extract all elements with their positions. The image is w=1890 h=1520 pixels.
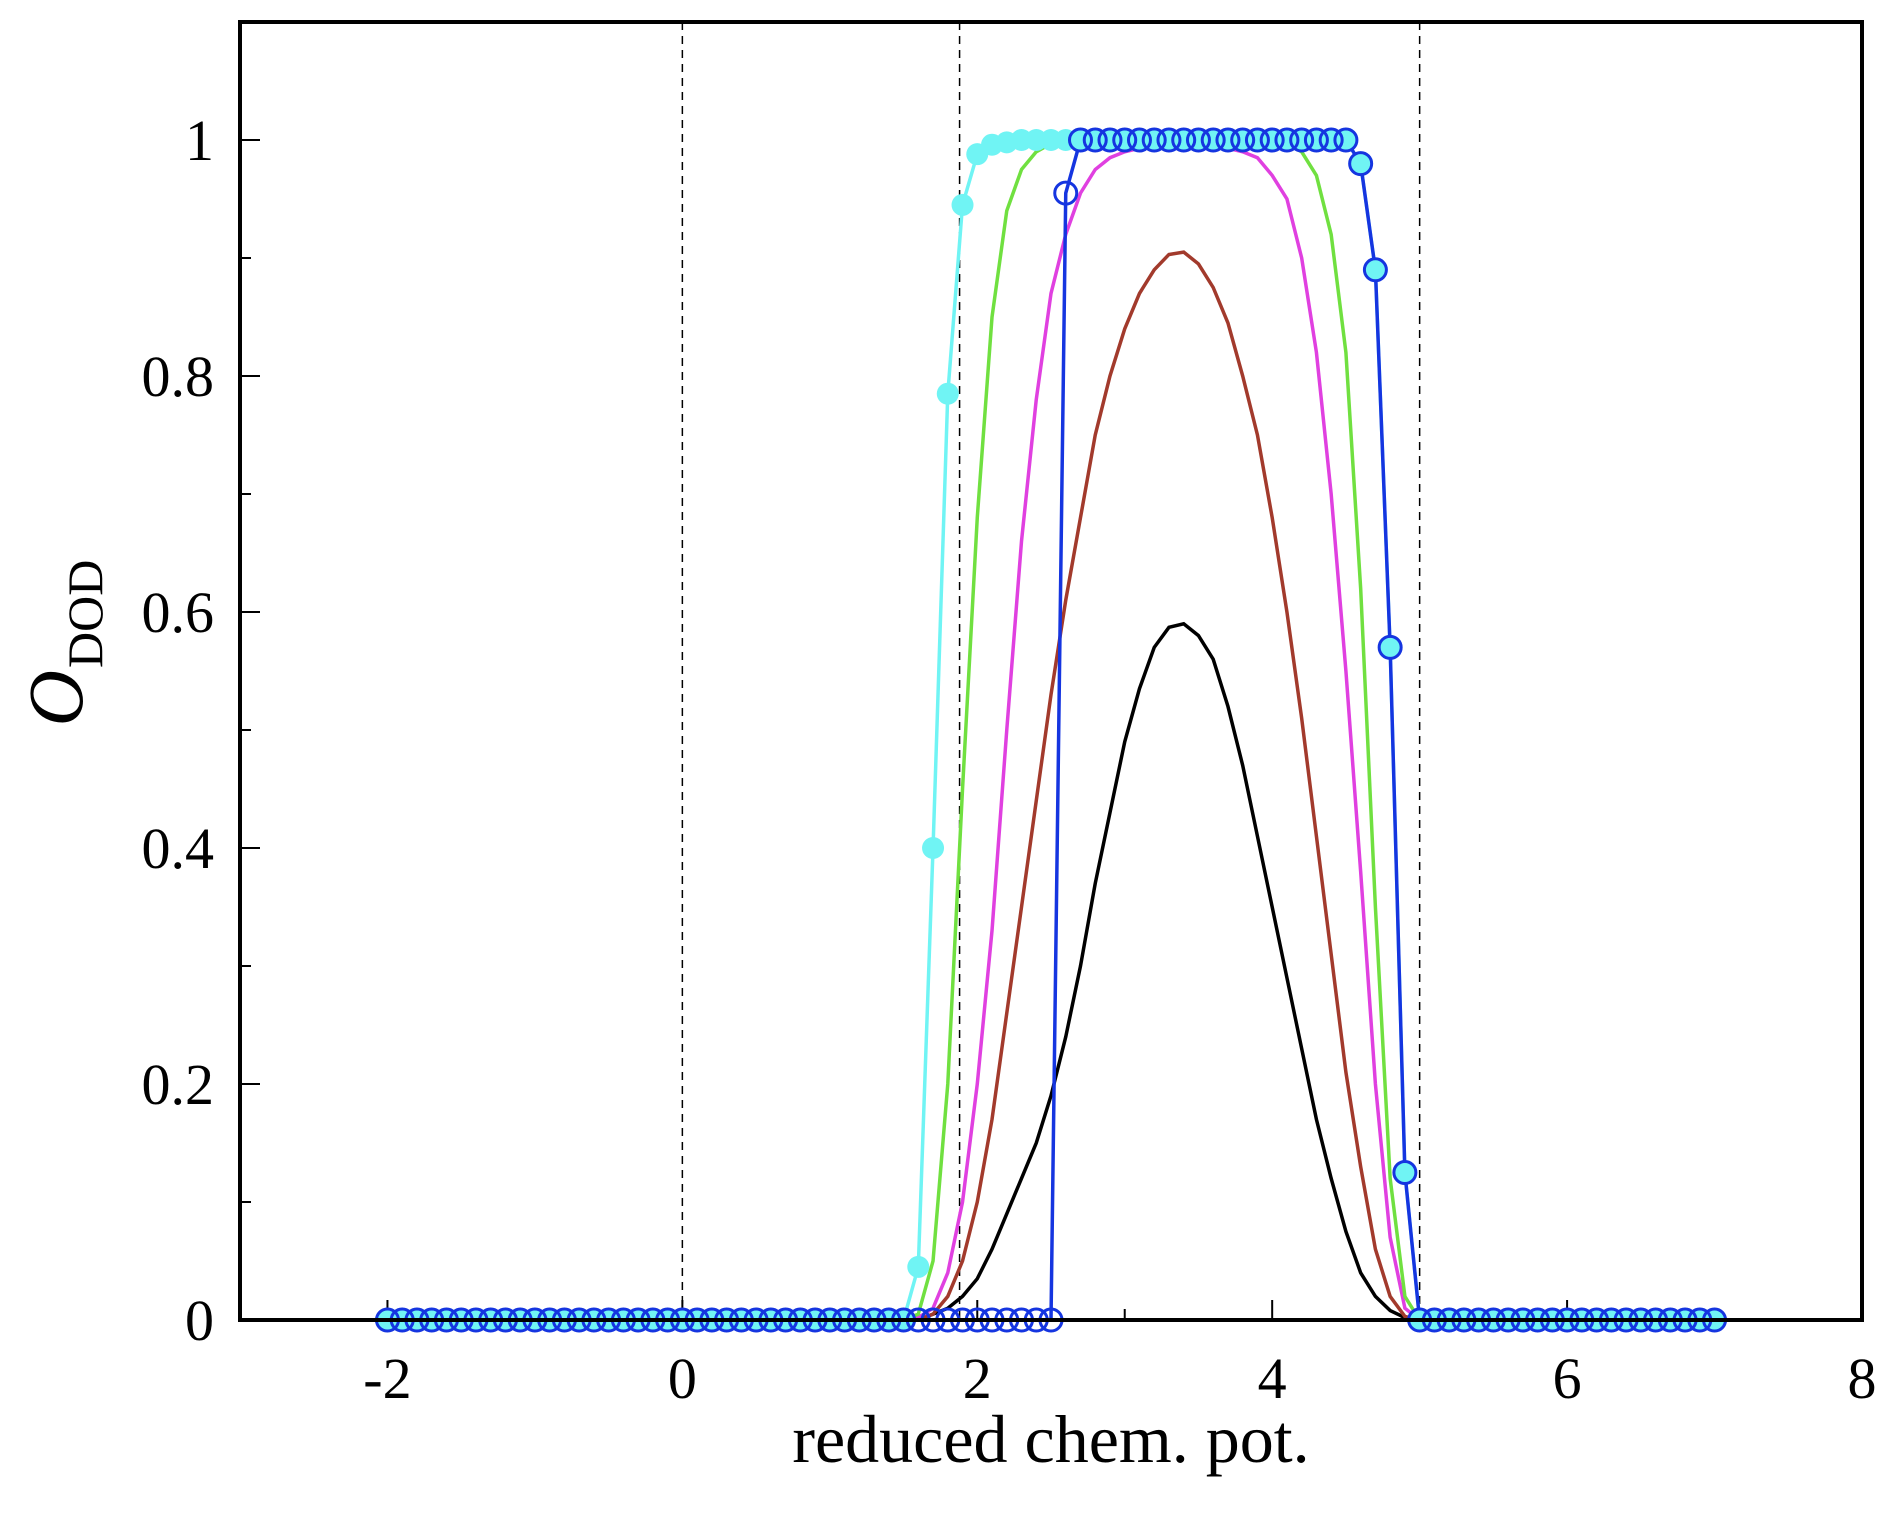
- y-tick-label: 0.6: [142, 580, 215, 645]
- marker: [1200, 127, 1226, 153]
- y-tick-label: 0.2: [142, 1052, 215, 1117]
- marker: [1349, 152, 1372, 175]
- marker: [1274, 127, 1300, 153]
- marker: [1364, 258, 1387, 281]
- marker: [1112, 127, 1138, 153]
- marker: [1259, 127, 1285, 153]
- y-tick-label: 0.8: [142, 344, 215, 409]
- marker: [907, 1255, 930, 1278]
- marker: [1171, 127, 1197, 153]
- y-tick-label: 1: [185, 108, 214, 173]
- series-line: [387, 141, 1715, 1322]
- x-axis-label: reduced chem. pot.: [792, 1401, 1309, 1477]
- marker: [1067, 127, 1093, 153]
- y-tick-label: 0: [185, 1288, 214, 1353]
- marker: [1156, 127, 1182, 153]
- marker: [1185, 127, 1211, 153]
- x-tick-label: 6: [1553, 1346, 1582, 1411]
- x-tick-label: 4: [1258, 1346, 1287, 1411]
- marker: [1230, 127, 1256, 153]
- series-line: [387, 250, 1715, 1322]
- marker: [1348, 151, 1374, 177]
- marker: [1053, 180, 1079, 206]
- marker: [1244, 127, 1270, 153]
- marker: [1379, 636, 1402, 659]
- y-axis-label-group: O DOD: [12, 560, 113, 727]
- y-axis-label-sub: DOD: [57, 560, 113, 668]
- marker: [1362, 257, 1388, 283]
- series-line: [387, 138, 1715, 1322]
- x-tick-label: 8: [1848, 1346, 1877, 1411]
- series-line: [387, 138, 1715, 1322]
- y-axis-label: O: [12, 670, 99, 726]
- marker: [951, 193, 974, 216]
- x-tick-label: -2: [363, 1346, 411, 1411]
- marker: [1141, 127, 1167, 153]
- marker: [1126, 127, 1152, 153]
- x-tick-label: 2: [963, 1346, 992, 1411]
- plot-frame: [238, 20, 1864, 1322]
- marker: [1393, 1161, 1416, 1184]
- x-tick-label: 0: [668, 1346, 697, 1411]
- marker: [1289, 127, 1315, 153]
- marker: [1215, 127, 1241, 153]
- marker: [922, 837, 945, 859]
- y-tick-label: 0.4: [142, 816, 215, 881]
- marker: [1318, 127, 1344, 153]
- marker: [1377, 634, 1403, 660]
- marker: [1097, 127, 1123, 153]
- marker: [1333, 127, 1359, 153]
- marker: [1392, 1160, 1418, 1185]
- marker: [936, 382, 959, 405]
- series-line: [387, 146, 1715, 1322]
- marker: [1082, 127, 1108, 153]
- marker: [1303, 127, 1329, 153]
